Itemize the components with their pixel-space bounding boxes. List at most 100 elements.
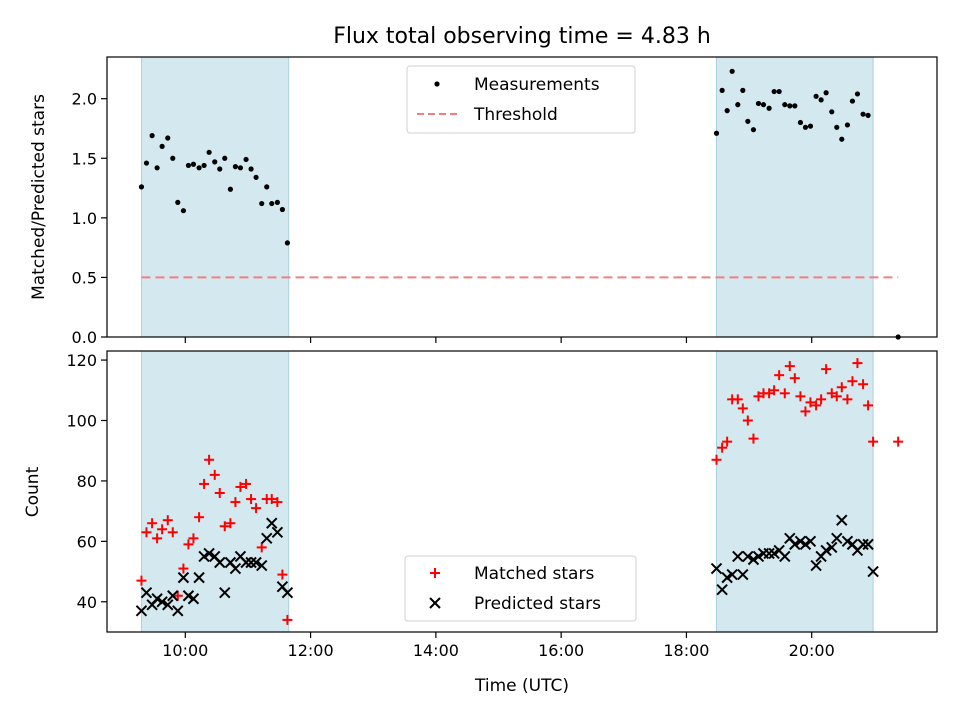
predicted-stars-point xyxy=(857,538,869,551)
matched-stars-point xyxy=(141,527,152,538)
matched-stars-point xyxy=(847,376,858,387)
measurements-point xyxy=(760,102,767,108)
observing-windows-bottom xyxy=(140,350,874,633)
predicted-stars-point xyxy=(726,568,738,581)
measurements-point xyxy=(222,155,228,161)
measurements-point xyxy=(740,87,746,93)
matched-stars-point xyxy=(868,436,879,447)
predicted-stars-point xyxy=(219,587,231,599)
measurements-point xyxy=(834,124,840,130)
predicted-stars-point xyxy=(240,556,252,569)
top-y-axis-label: Matched/Predicted stars xyxy=(29,94,49,300)
y-tick-label: 40 xyxy=(77,593,97,612)
measurements-point xyxy=(212,159,218,165)
matched-stars-point xyxy=(246,494,257,505)
matched-stars-point xyxy=(779,388,790,399)
matched-stars-point xyxy=(282,614,293,625)
matched-stars-point xyxy=(764,388,775,399)
measurements-point xyxy=(844,122,851,128)
measurements-point xyxy=(797,119,804,126)
measurements-point xyxy=(217,166,223,172)
measurements-point xyxy=(745,118,751,124)
predicted-stars-point xyxy=(737,568,749,581)
measurements-point xyxy=(206,149,212,155)
measurements-point xyxy=(782,102,788,108)
measurements-point xyxy=(849,98,856,104)
measurements-point xyxy=(175,199,181,205)
x-tick-label: 18:00 xyxy=(663,641,709,660)
matched-stars-point xyxy=(194,512,205,523)
matched-stars-point xyxy=(183,539,194,550)
top-x-ticks xyxy=(184,337,813,343)
measurements-point xyxy=(818,97,824,103)
bottom-legend: Matched stars Predicted stars xyxy=(404,555,637,622)
chart-title: Flux total observing time = 4.83 h xyxy=(333,24,711,49)
measurements-point xyxy=(248,166,254,172)
y-tick-label: 80 xyxy=(77,472,97,491)
matched-stars-point xyxy=(858,379,869,390)
matched-stars-point xyxy=(214,488,225,499)
x-tick-label: 10:00 xyxy=(162,641,208,660)
measurements-point xyxy=(227,186,234,192)
matched-stars-point xyxy=(732,394,743,405)
matched-stars-point xyxy=(711,454,722,465)
measurements-point xyxy=(237,165,244,171)
y-tick-label: 120 xyxy=(66,351,97,370)
measurements-point xyxy=(839,136,845,142)
matched-stars-point xyxy=(147,518,158,529)
matched-stars-point xyxy=(795,391,806,402)
predicted-stars-point xyxy=(831,532,843,545)
measurements-point xyxy=(735,102,741,108)
predicted-stars-point xyxy=(804,535,817,548)
measurements-point xyxy=(154,165,160,171)
predicted-stars-point xyxy=(172,605,184,617)
matched-stars-point xyxy=(225,518,236,529)
matched-stars-point xyxy=(789,373,800,384)
matched-stars-point xyxy=(230,497,241,508)
matched-stars-point xyxy=(842,394,853,405)
matched-stars-point xyxy=(717,442,728,453)
legend-matched-label: Matched stars xyxy=(474,564,594,584)
measurements-point xyxy=(719,87,725,93)
measurements-point xyxy=(284,240,291,246)
legend-threshold-label: Threshold xyxy=(473,105,558,125)
predicted-stars-point xyxy=(862,538,874,551)
legend-predicted-marker xyxy=(429,597,441,609)
top-marks xyxy=(138,68,901,340)
predicted-stars-point xyxy=(271,526,284,538)
measurements-point xyxy=(792,103,798,109)
measurements-point xyxy=(771,88,777,95)
matched-stars-point xyxy=(251,503,262,514)
predicted-stars-point xyxy=(177,571,190,584)
x-axis-label: Time (UTC) xyxy=(474,676,569,696)
measurements-point xyxy=(776,88,782,95)
top-axes-frame xyxy=(106,56,938,338)
matched-stars-point xyxy=(831,391,842,402)
measurements-point xyxy=(724,108,730,114)
bottom-panel: 40 60 80 100 120 10:00 12:00 14:00 16:00 18:00 20… xyxy=(23,350,938,696)
y-tick-label: 100 xyxy=(66,411,97,430)
measurements-point xyxy=(755,100,762,107)
matched-stars-point xyxy=(769,385,780,396)
predicted-stars-point xyxy=(779,550,791,563)
matched-stars-point xyxy=(836,382,847,393)
predicted-stars-point xyxy=(229,562,242,575)
top-y-ticks: 0.0 0.5 1.0 1.5 2.0 xyxy=(72,90,107,347)
matched-stars-point xyxy=(266,494,277,505)
matched-stars-point xyxy=(893,436,904,447)
measurements-point xyxy=(185,162,192,169)
predicted-stars-point xyxy=(156,596,168,608)
matched-stars-point xyxy=(188,533,199,544)
matched-stars-point xyxy=(256,542,267,553)
measurements-point xyxy=(180,208,187,214)
x-tick-label: 20:00 xyxy=(789,641,835,660)
matched-stars-point xyxy=(157,524,168,535)
matched-stars-point xyxy=(784,361,795,372)
observing-window-1 xyxy=(716,56,874,338)
y-tick-label: 60 xyxy=(77,532,97,551)
measurements-point xyxy=(264,184,270,190)
bottom-marks xyxy=(135,358,904,625)
predicted-stars-point xyxy=(250,556,262,569)
matched-stars-point xyxy=(167,527,178,538)
legend-predicted-label: Predicted stars xyxy=(474,594,601,614)
